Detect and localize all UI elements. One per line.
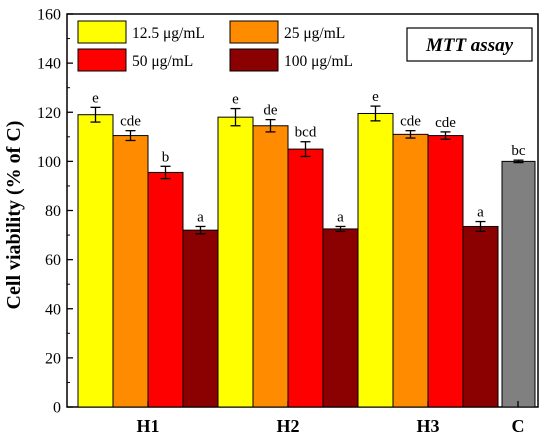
- y-tick-label: 40: [45, 301, 61, 318]
- significance-letter-control: bc: [511, 143, 526, 159]
- bar-s2-H2: [287, 148, 324, 408]
- annotation-box: MTT assay: [406, 27, 533, 62]
- significance-letter: cde: [435, 115, 456, 131]
- x-category-label: H1: [136, 416, 159, 436]
- legend-swatch-0: [77, 20, 127, 44]
- y-tick-label: 20: [45, 350, 61, 367]
- significance-letter: bcd: [295, 125, 317, 141]
- bar-s0-H1: [77, 114, 114, 408]
- significance-letter: e: [92, 90, 99, 106]
- legend-swatch-1: [229, 20, 279, 44]
- significance-letters-layer: e e e cde de cde b bcd cde a a a bc: [92, 89, 526, 225]
- x-category-label: C: [512, 416, 525, 436]
- bar-s1-H1: [112, 135, 149, 408]
- bar-s1-H3: [392, 133, 429, 408]
- y-tick-label: 80: [45, 203, 61, 220]
- bar-control: [501, 160, 536, 408]
- significance-letter: cde: [120, 114, 141, 130]
- bar-s3-H3: [462, 225, 499, 408]
- legend-label: 25 μg/mL: [284, 25, 345, 42]
- bar-s2-H3: [427, 135, 464, 408]
- bar-s1-H2: [252, 125, 289, 408]
- significance-letter: a: [477, 205, 484, 221]
- y-tick-label: 60: [45, 252, 61, 269]
- y-tick-label: 160: [37, 7, 61, 24]
- significance-letter: de: [263, 103, 278, 119]
- x-category-label: H3: [416, 416, 439, 436]
- bar-s0-H3: [357, 112, 394, 408]
- significance-letter: a: [337, 209, 344, 225]
- legend-swatch-2: [77, 48, 127, 72]
- error-bars-layer: [90, 105, 524, 235]
- y-tick-label: 140: [37, 56, 61, 73]
- legend-label: 50 μg/mL: [132, 53, 193, 70]
- annotation-frame: [406, 27, 533, 62]
- bar-s0-H2: [217, 116, 254, 408]
- bars-layer: [77, 112, 536, 408]
- bar-s2-H1: [147, 171, 184, 408]
- legend-label: 100 μg/mL: [284, 53, 353, 70]
- x-category-label: H2: [276, 416, 299, 436]
- y-tick-label: 100: [37, 154, 61, 171]
- y-axis-label: Cell viability (% of C): [3, 121, 25, 310]
- legend-swatch-3: [229, 48, 279, 72]
- legend-label: 12.5 μg/mL: [132, 25, 205, 42]
- bar-s3-H1: [182, 229, 219, 408]
- significance-letter: cde: [400, 114, 421, 130]
- significance-letter: e: [232, 92, 239, 108]
- significance-letter: e: [372, 89, 379, 105]
- bar-s3-H2: [322, 228, 359, 408]
- annotation-text: MTT assay: [425, 35, 514, 56]
- y-tick-label: 0: [53, 400, 61, 417]
- legend: 12.5 μg/mL 25 μg/mL 50 μg/mL 100 μg/mL: [77, 20, 353, 72]
- significance-letter: b: [162, 149, 170, 165]
- y-tick-label: 120: [37, 105, 61, 122]
- axes-layer: 0 20 40 60 80 100 120 140 160 H1 H2 H3 C: [37, 7, 525, 437]
- significance-letter: a: [197, 209, 204, 225]
